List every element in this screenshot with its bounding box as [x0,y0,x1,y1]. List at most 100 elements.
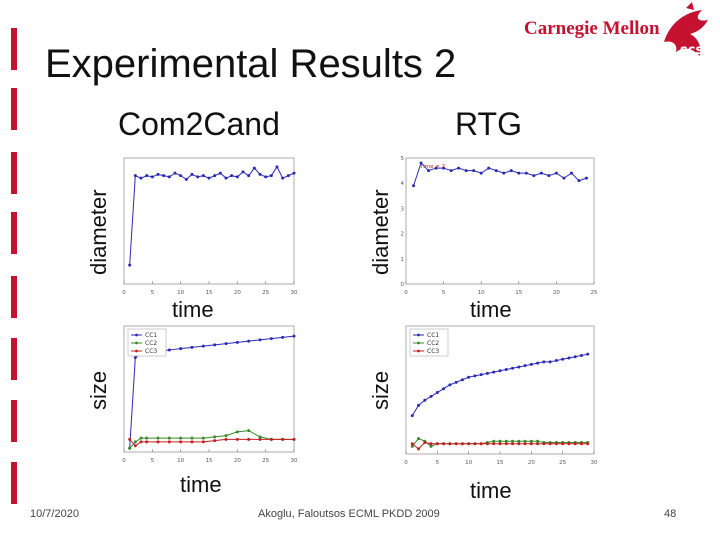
data-point [156,172,160,176]
data-point [145,174,149,178]
data-point [292,334,296,338]
data-point [584,176,588,180]
x-tick-label: 0 [404,460,408,466]
legend-label: CC3 [427,348,439,355]
data-point [179,347,183,351]
data-point [498,442,502,446]
data-point [504,439,508,443]
data-point [536,442,540,446]
data-point [509,169,513,173]
data-point [258,435,262,439]
x-tick-label: 0 [122,458,126,464]
data-point [479,442,483,446]
data-point [561,442,565,446]
data-point [213,343,217,347]
data-point [511,442,515,446]
data-point [235,437,239,441]
legend-marker [417,349,420,353]
legend-label: CC3 [145,348,157,355]
data-point [133,356,137,359]
data-point [247,174,251,178]
logo-text: Carnegie Mellon [524,18,660,39]
data-point [464,169,468,173]
data-point [128,437,132,441]
data-point [190,440,194,444]
data-point [532,174,536,178]
data-point [162,174,166,178]
data-point [554,171,558,175]
rtg-size-chart: 0 5 10 15 20 25 30 CC1 CC2 CC3 [394,320,600,470]
data-point [460,442,464,446]
data-point [524,171,528,175]
page-number: 48 [664,508,677,520]
x-tick-label: 25 [559,460,566,466]
data-point [554,442,558,446]
data-point [435,442,439,446]
data-point [434,166,438,170]
data-point [472,169,476,173]
data-point [492,442,496,446]
com2cand-size-chart: 0 5 10 15 20 25 30 CC1 CC2 CC3 [112,320,300,468]
data-point [492,370,496,374]
data-point [269,174,273,178]
data-point [213,435,217,439]
data-point [517,439,521,443]
data-point [542,442,546,446]
y-tick-label: 3 [401,206,405,212]
x-tick-label: 10 [478,290,485,296]
decorative-dash [11,400,17,442]
legend-label: CC1 [427,332,439,339]
data-point [573,355,577,359]
data-point [281,176,285,180]
data-point [442,442,446,446]
data-point [190,345,194,349]
data-point [567,356,571,360]
data-point [133,440,137,444]
data-point [523,364,527,368]
data-point [460,378,464,382]
data-point [167,436,171,440]
data-point [224,176,228,180]
slide-title: Experimental Results 2 [45,42,457,86]
data-point [269,337,273,341]
data-point [429,444,433,448]
x-tick-label: 5 [151,458,155,464]
x-tick-label: 20 [234,290,241,296]
x-tick-label: 20 [528,460,535,466]
data-point [264,175,268,179]
right-bottom-x-label: time [470,478,512,503]
data-point [201,436,205,440]
x-tick-label: 0 [404,290,408,296]
data-point [145,440,149,444]
data-point [167,440,171,444]
data-point [561,357,565,361]
legend-marker [135,341,138,345]
data-point [218,171,222,175]
data-point [494,169,498,173]
chart-annotation: Time = 2 [419,164,445,170]
data-point [487,166,491,170]
data-point [235,340,239,344]
data-point [504,368,508,372]
cmu-logo: Carnegie Mellon scs [516,2,718,64]
data-point [448,383,452,387]
data-point [579,353,583,357]
data-point [492,439,496,443]
data-point [498,369,502,373]
decorative-dash [11,338,17,380]
data-point [252,166,256,170]
data-point [213,439,217,443]
data-point [207,176,211,180]
data-point [454,442,458,446]
data-point [247,429,251,433]
x-tick-label: 5 [151,290,155,296]
data-point [449,169,453,173]
right-top-y-label: diameter [368,189,393,275]
footer-date: 10/7/2020 [30,508,79,520]
x-tick-label: 10 [465,460,472,466]
data-point [133,444,137,448]
data-point [502,171,506,175]
x-tick-label: 15 [206,290,213,296]
decorative-dash [11,276,17,318]
right-column-title: RTG [455,106,522,142]
